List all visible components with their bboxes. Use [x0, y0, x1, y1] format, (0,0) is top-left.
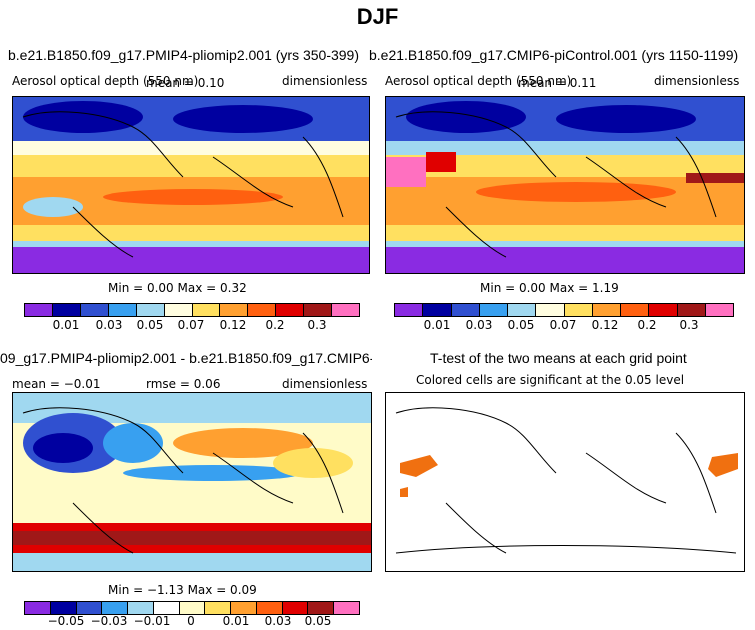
swatch — [256, 602, 283, 614]
figure-title: DJF — [356, 4, 399, 29]
coastline-outline — [22, 111, 344, 258]
swatch — [536, 304, 565, 316]
swatch — [153, 602, 180, 614]
panel1-stats: Min = 0.00 Max = 0.32 — [108, 281, 247, 295]
swatch — [108, 304, 137, 316]
panel1-map-svg — [13, 97, 369, 273]
panel3-tick: 0.05 — [304, 614, 332, 628]
panel2-variable: Aerosol optical depth (550 nm) — [385, 74, 572, 88]
panel2-colorbar — [394, 303, 734, 317]
swatch — [334, 602, 359, 614]
coastline-outline — [395, 407, 737, 554]
panel1-tick: 0.05 — [136, 318, 164, 332]
swatch — [128, 602, 154, 614]
panel2-tick: 0.01 — [423, 318, 451, 332]
panel2-mean: mean = 0.11 — [518, 76, 597, 90]
panel3-stats: Min = −1.13 Max = 0.09 — [108, 583, 257, 597]
panel3-tick: −0.05 — [47, 614, 85, 628]
panel3-tick: 0.03 — [264, 614, 292, 628]
panel4-map — [385, 392, 745, 572]
swatch — [192, 304, 221, 316]
swatch — [102, 602, 129, 614]
panel3-title: 09_g17.PMIP4-pliomip2.001 - b.e21.B1850.… — [0, 350, 372, 366]
panel4-subtitle: Colored cells are significant at the 0.0… — [416, 373, 685, 387]
panel2-map — [385, 96, 745, 274]
panel3-tick: 0 — [187, 614, 195, 628]
swatch — [564, 304, 593, 316]
swatch — [308, 602, 335, 614]
panel1-units: dimensionless — [282, 74, 368, 88]
panel2-tick: 0.12 — [591, 318, 619, 332]
swatch — [649, 304, 678, 316]
swatch — [220, 304, 249, 316]
swatch — [592, 304, 621, 316]
panel1-variable: Aerosol optical depth (550 nm) — [12, 74, 199, 88]
panel2-units: dimensionless — [654, 74, 740, 88]
panel2-tick: 0.07 — [549, 318, 577, 332]
swatch — [451, 304, 480, 316]
coastline-outline — [395, 111, 717, 258]
swatch — [179, 602, 206, 614]
panel3-tick: −0.01 — [133, 614, 171, 628]
panel3-units: dimensionless — [282, 377, 368, 391]
panel1-tick: 0.2 — [265, 318, 285, 332]
swatch — [25, 304, 53, 316]
panel4-map-svg — [386, 393, 744, 571]
panel3-tick: −0.03 — [90, 614, 128, 628]
swatch — [508, 304, 537, 316]
swatch — [705, 304, 733, 316]
panel1-tick: 0.07 — [177, 318, 205, 332]
swatch — [621, 304, 650, 316]
coastline-outline — [22, 407, 344, 554]
panel3-tick: 0.01 — [222, 614, 250, 628]
swatch — [80, 304, 109, 316]
panel1-title: b.e21.B1850.f09_g17.PMIP4-pliomip2.001 (… — [8, 47, 359, 63]
panel4-title: T-test of the two means at each grid poi… — [430, 350, 687, 366]
swatch — [136, 304, 165, 316]
significant-region — [708, 453, 738, 477]
significant-region — [400, 455, 438, 477]
panel2-tick: 0.05 — [507, 318, 535, 332]
swatch — [304, 304, 333, 316]
swatch — [76, 602, 103, 614]
panel2-tick: 0.3 — [679, 318, 699, 332]
panel1-mean: mean = 0.10 — [146, 76, 225, 90]
panel2-tick: 0.03 — [465, 318, 493, 332]
panel2-map-svg — [386, 97, 744, 273]
swatch — [52, 304, 81, 316]
panel1-map — [12, 96, 370, 274]
panel2-tick: 0.2 — [637, 318, 657, 332]
swatch — [276, 304, 305, 316]
panel1-tick: 0.01 — [52, 318, 80, 332]
swatch — [395, 304, 424, 316]
panel2-title: b.e21.B1850.f09_g17.CMIP6-piControl.001 … — [369, 47, 739, 63]
swatch — [479, 304, 508, 316]
swatch — [205, 602, 232, 614]
panel1-tick: 0.3 — [307, 318, 327, 332]
panel3-map-svg — [13, 393, 371, 571]
panel2-stats: Min = 0.00 Max = 1.19 — [480, 281, 619, 295]
panel1-tick: 0.03 — [95, 318, 123, 332]
panel3-colorbar — [24, 601, 360, 615]
swatch — [332, 304, 360, 316]
swatch — [677, 304, 706, 316]
swatch — [423, 304, 452, 316]
panel3-rmse: rmse = 0.06 — [146, 377, 221, 391]
swatch — [248, 304, 277, 316]
swatch — [164, 304, 193, 316]
panel3-map — [12, 392, 372, 572]
swatch — [282, 602, 309, 614]
swatch — [50, 602, 77, 614]
significant-region — [400, 487, 408, 497]
swatch — [231, 602, 257, 614]
panel1-tick: 0.12 — [219, 318, 247, 332]
swatch — [25, 602, 51, 614]
panel1-colorbar — [24, 303, 360, 317]
panel3-mean: mean = −0.01 — [12, 377, 101, 391]
